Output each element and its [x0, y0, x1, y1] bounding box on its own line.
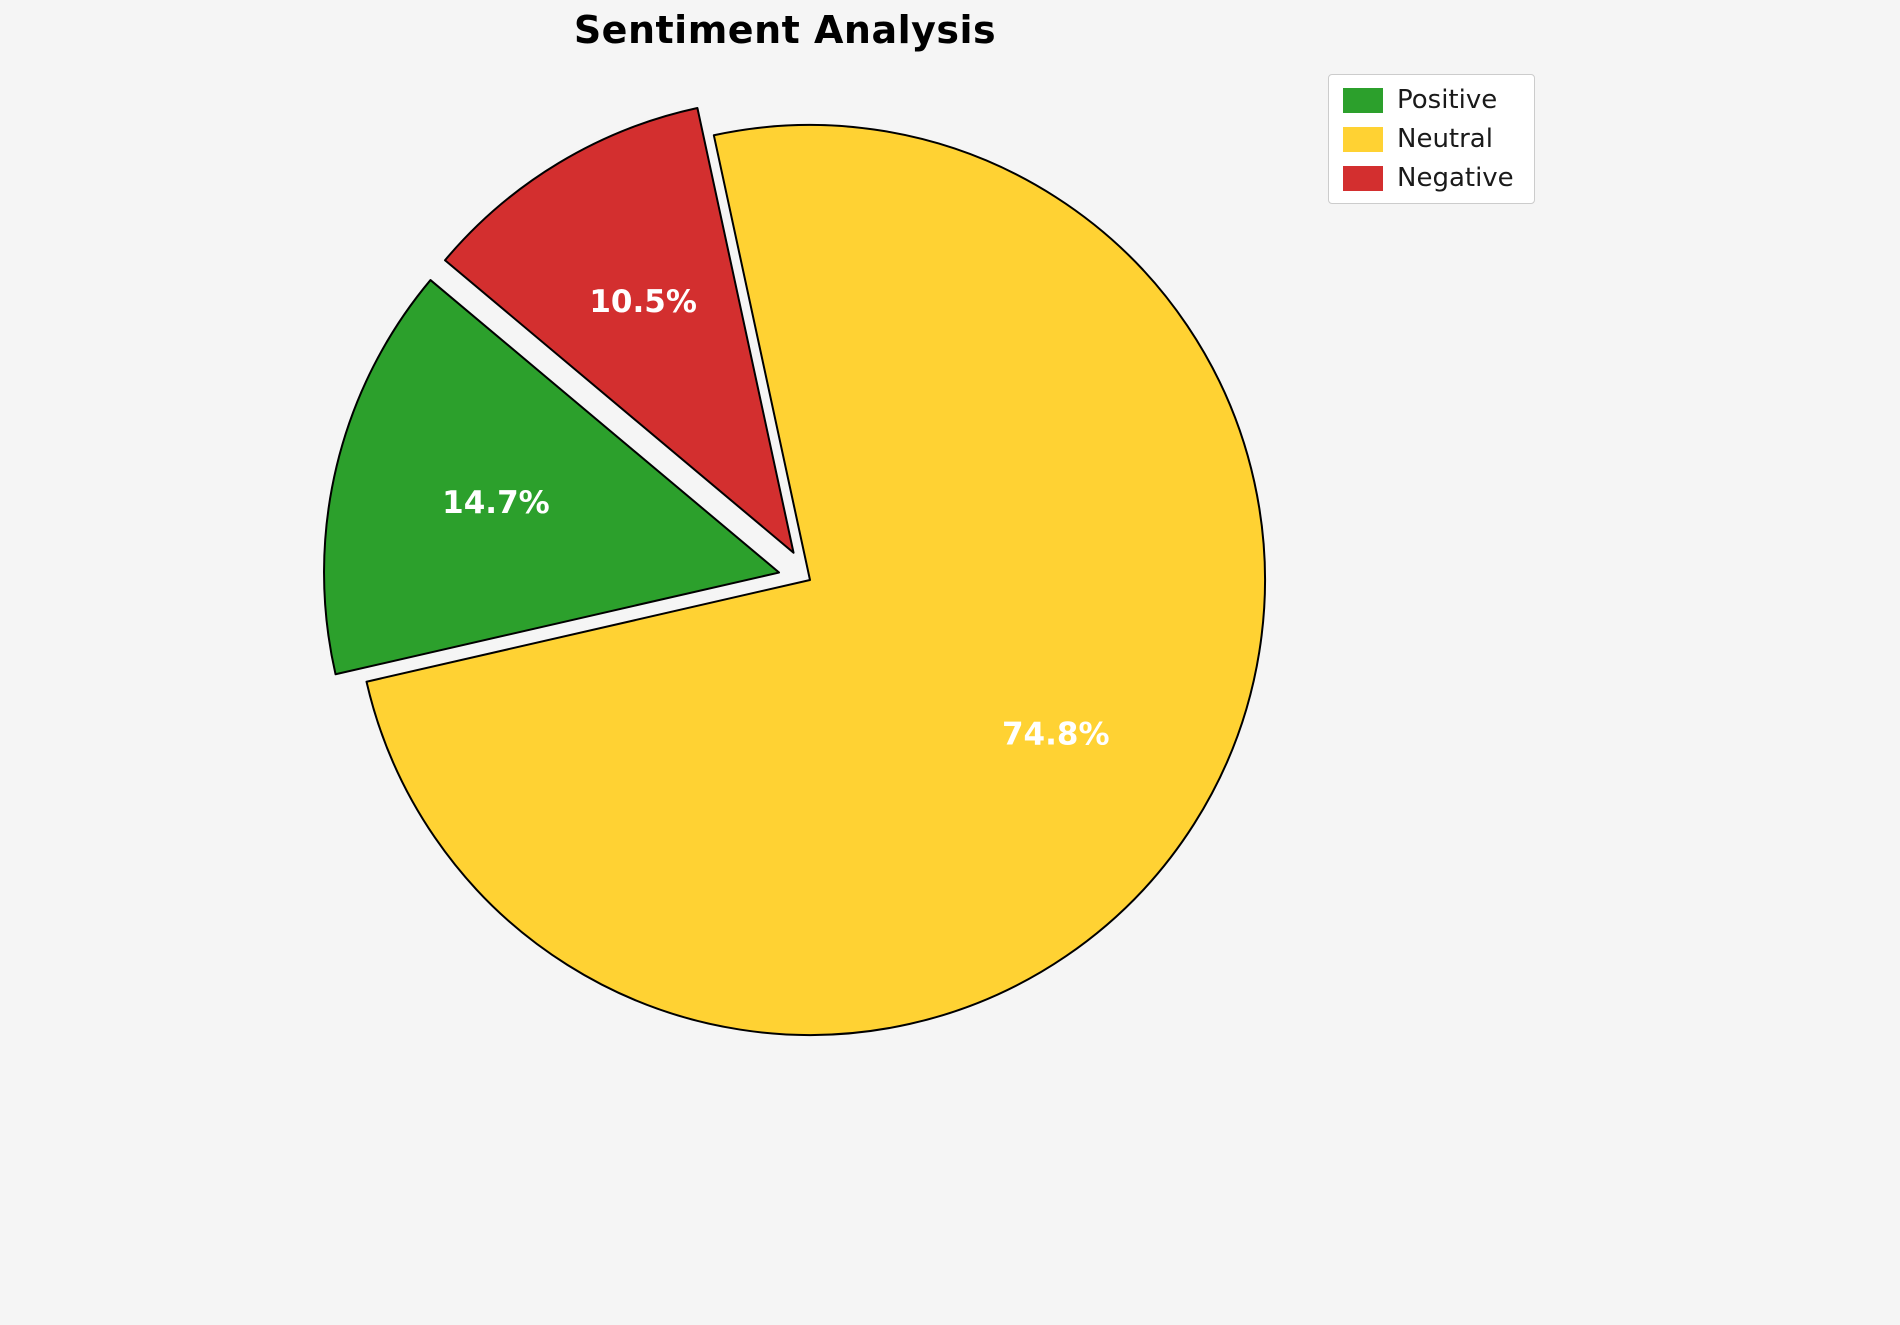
pie-slice-percent-label-negative: 10.5% [589, 284, 697, 320]
chart-title: Sentiment Analysis [573, 8, 997, 52]
legend-swatch-neutral [1343, 126, 1383, 152]
legend-swatch-negative [1343, 165, 1383, 191]
legend-item-negative: Negative [1343, 165, 1520, 191]
pie-slice-neutral [365, 124, 1267, 1036]
pie-slice-negative [444, 107, 795, 554]
legend-label-negative: Negative [1397, 163, 1514, 193]
pie-slice-percent-label-neutral: 74.8% [1002, 717, 1110, 753]
legend-swatch-positive [1343, 87, 1383, 113]
legend-label-positive: Positive [1397, 85, 1498, 115]
legend-label-neutral: Neutral [1397, 124, 1493, 154]
legend-item-neutral: Neutral [1343, 126, 1520, 152]
pie-slice-positive [323, 279, 781, 676]
legend-item-positive: Positive [1343, 87, 1520, 113]
pie-slice-percent-label-positive: 14.7% [442, 485, 550, 521]
legend: Positive Neutral Negative [1328, 74, 1535, 204]
